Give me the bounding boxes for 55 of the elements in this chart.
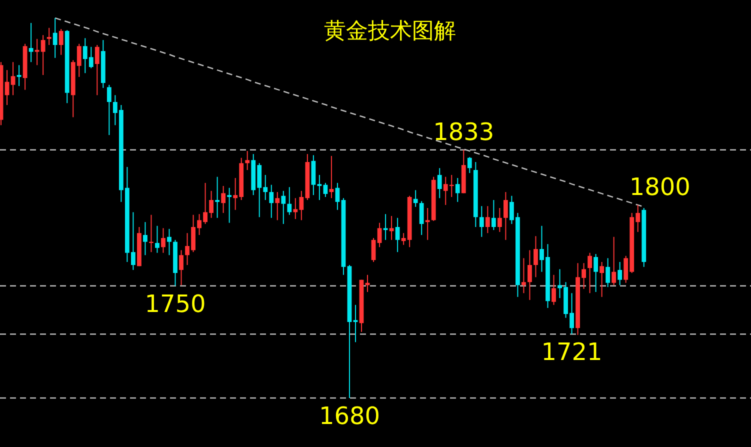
candlestick bbox=[227, 187, 232, 224]
candlestick bbox=[522, 258, 526, 294]
candlestick bbox=[281, 190, 286, 224]
chart-title: 黄金技术图解 bbox=[324, 19, 456, 44]
candlestick bbox=[215, 176, 220, 218]
candlestick bbox=[335, 182, 340, 210]
candlestick bbox=[179, 250, 184, 286]
candlestick bbox=[618, 261, 622, 286]
annotation: 1721 bbox=[541, 338, 602, 366]
candlestick bbox=[612, 236, 616, 286]
candlestick bbox=[245, 150, 250, 170]
candlestick bbox=[485, 206, 490, 234]
candlestick bbox=[10, 62, 16, 96]
candlestick bbox=[534, 236, 538, 278]
candlestick bbox=[275, 192, 280, 221]
candlestick bbox=[503, 192, 508, 240]
candlestick bbox=[600, 261, 604, 298]
candlestick bbox=[425, 208, 430, 240]
candlestick bbox=[528, 250, 532, 300]
candlestick bbox=[106, 84, 112, 136]
candlestick bbox=[467, 156, 472, 174]
candlestick bbox=[143, 222, 148, 256]
candlestick bbox=[437, 168, 442, 199]
candlestick bbox=[16, 64, 22, 87]
candlestick bbox=[221, 185, 226, 214]
candlestick bbox=[52, 18, 58, 58]
candlestick bbox=[455, 177, 460, 202]
candlestick bbox=[606, 258, 610, 288]
candlestick bbox=[479, 206, 484, 238]
candlestick bbox=[419, 200, 424, 236]
candlestick bbox=[269, 184, 274, 218]
candlestick bbox=[28, 22, 34, 63]
candlestick bbox=[167, 228, 172, 256]
candlestick bbox=[149, 214, 154, 253]
candlestick bbox=[588, 252, 592, 294]
candlestick bbox=[383, 214, 388, 240]
candlestick bbox=[371, 238, 376, 262]
annotation: 1800 bbox=[629, 172, 690, 201]
candlestick bbox=[395, 217, 400, 253]
annotation: 1833 bbox=[433, 118, 494, 146]
candlestick bbox=[46, 27, 52, 46]
candlestick bbox=[594, 253, 598, 292]
candlestick bbox=[94, 44, 100, 96]
candlestick bbox=[413, 190, 418, 208]
candlestick bbox=[353, 304, 358, 343]
candlestick bbox=[155, 225, 160, 254]
annotation: 1750 bbox=[144, 290, 206, 318]
candlestick bbox=[491, 200, 496, 231]
candlestick bbox=[377, 222, 382, 248]
candlestick bbox=[58, 28, 64, 56]
candlestick bbox=[552, 274, 556, 306]
candlestick bbox=[497, 208, 502, 232]
candlestick bbox=[161, 228, 166, 254]
candlestick bbox=[287, 186, 292, 216]
text: 1680 bbox=[318, 402, 380, 430]
